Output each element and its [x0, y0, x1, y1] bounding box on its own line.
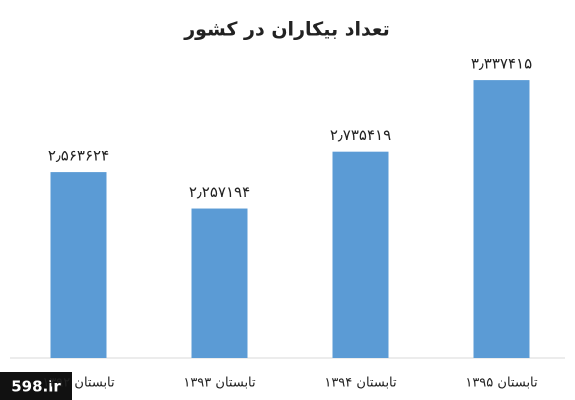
watermark-box: [0, 372, 72, 400]
x-tick-label: تابستان ۱۳۹۴: [324, 376, 397, 391]
watermark: 598.ir: [11, 378, 61, 396]
value-label: ۳٫۳۳۷۴۱۵: [471, 55, 532, 73]
value-label: ۲٫۵۶۳۶۲۴: [48, 147, 109, 165]
bar: [473, 80, 530, 358]
value-label: ۲٫۷۳۵۴۱۹: [330, 126, 391, 144]
bar: [50, 172, 107, 358]
bar: [332, 151, 389, 358]
bar: [191, 208, 248, 358]
x-tick-label: تابستان ۱۳۹۳: [183, 376, 256, 391]
chart-title: تعداد بیکاران در کشور: [183, 19, 390, 41]
x-tick-label: تابستان ۱۳۹۲: [42, 376, 115, 391]
value-label: ۲٫۲۵۷۱۹۴: [189, 183, 250, 201]
x-tick-label: تابستان ۱۳۹۵: [465, 376, 538, 391]
